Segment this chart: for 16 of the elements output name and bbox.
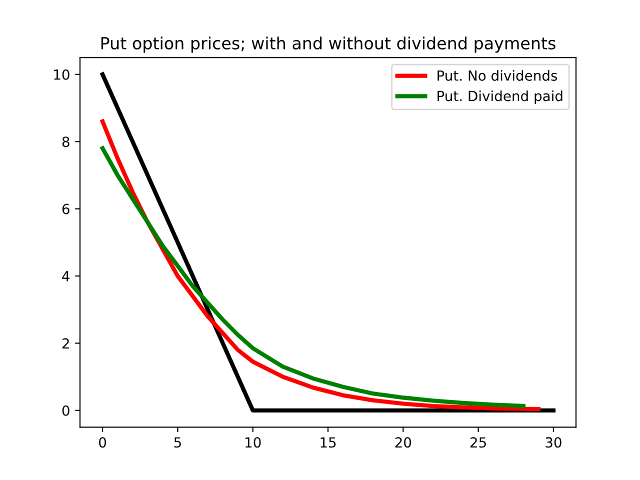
x-tick-label: 20: [395, 437, 412, 448]
y-tick-label: 6: [62, 204, 70, 214]
legend-label: Put. Dividend paid: [438, 90, 562, 104]
legend-label: Put. No dividends: [438, 70, 558, 81]
y-tick-label: 2: [62, 338, 69, 348]
y-tick-label: 4: [62, 271, 70, 282]
x-tick-label: 0: [99, 437, 106, 448]
x-tick-label: 5: [174, 437, 181, 448]
y-tick-label: 10: [54, 69, 70, 80]
x-tick-label: 10: [246, 437, 261, 448]
x-tick-label: 30: [546, 437, 562, 448]
x-tick-label: 15: [320, 437, 336, 448]
y-tick-label: 0: [62, 405, 70, 416]
chart-title: Put option prices; with and without dividend payments: [101, 36, 556, 53]
x-tick-label: 25: [470, 437, 486, 448]
y-tick-label: 8: [62, 136, 70, 148]
